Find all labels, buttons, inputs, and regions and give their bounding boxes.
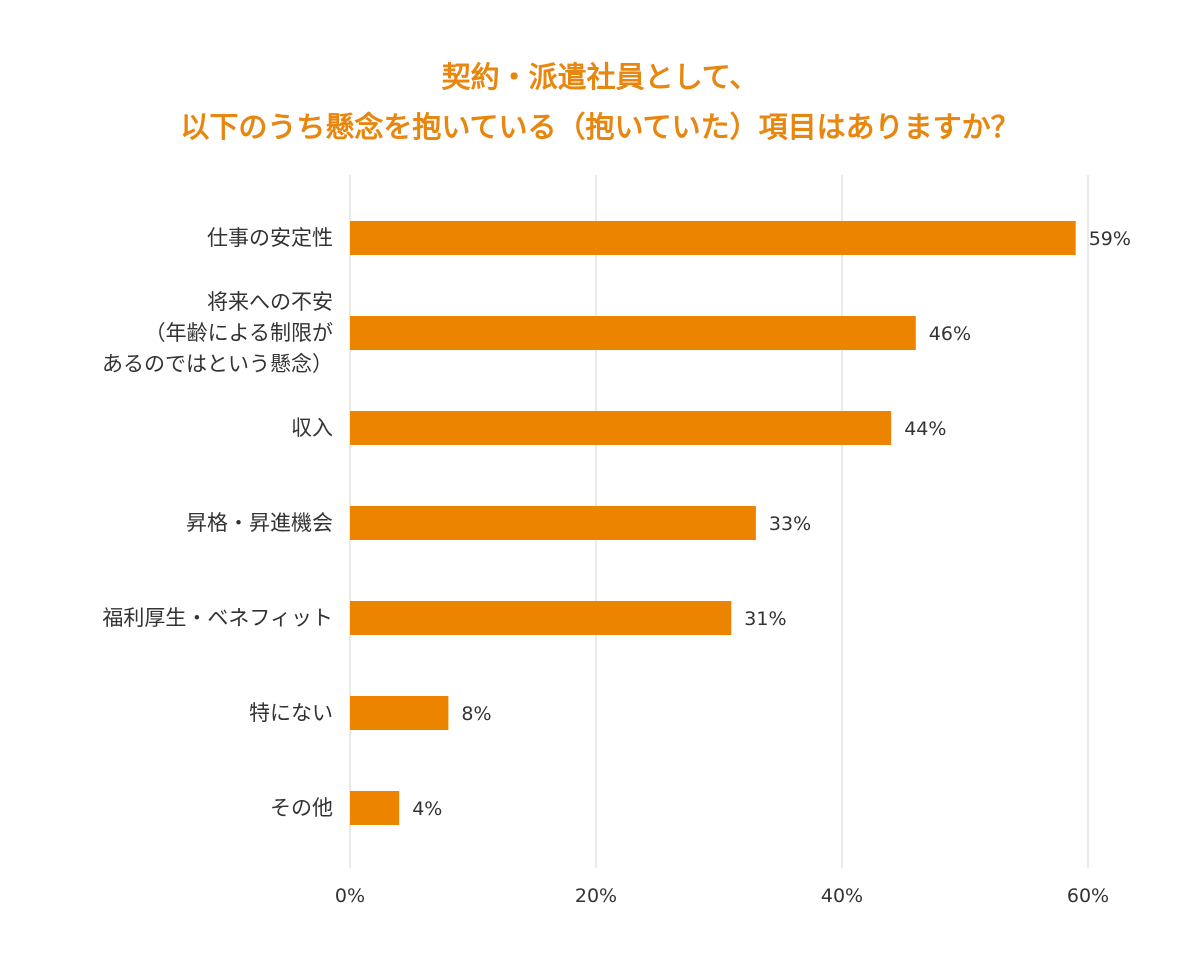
chart-title-line-2: 以下のうち懸念を抱いている（抱いていた）項目はありますか？ xyxy=(180,110,1020,144)
category-label: 将来への不安 xyxy=(207,290,333,314)
category-label: （年齢による制限が xyxy=(145,321,333,345)
category-label: その他 xyxy=(270,796,333,820)
bar xyxy=(350,601,732,635)
category-label: 仕事の安定性 xyxy=(207,226,333,250)
x-tick-label: 0% xyxy=(335,885,365,907)
bar xyxy=(350,791,400,825)
value-label: 8% xyxy=(461,703,491,725)
x-tick-label: 20% xyxy=(575,885,617,907)
bar xyxy=(350,221,1076,255)
x-tick-label: 40% xyxy=(821,885,863,907)
bar xyxy=(350,696,449,730)
category-label: 収入 xyxy=(291,416,333,440)
category-label: あるのではという懸念） xyxy=(102,352,333,376)
value-label: 59% xyxy=(1089,228,1131,250)
bar xyxy=(350,316,916,350)
category-label: 福利厚生・ベネフィット xyxy=(102,606,333,630)
value-label: 4% xyxy=(412,798,442,820)
value-label: 44% xyxy=(904,418,946,440)
bar xyxy=(350,506,756,540)
value-label: 46% xyxy=(929,323,971,345)
chart-title-line-1: 契約・派遣社員として、 xyxy=(441,60,759,94)
bar xyxy=(350,411,892,445)
category-label: 昇格・昇進機会 xyxy=(186,511,333,535)
value-label: 33% xyxy=(769,513,811,535)
value-label: 31% xyxy=(744,608,786,630)
chart-title: 契約・派遣社員として、 以下のうち懸念を抱いている（抱いていた）項目はありますか… xyxy=(0,52,1200,152)
x-tick-label: 60% xyxy=(1067,885,1109,907)
category-label: 特にない xyxy=(249,701,333,725)
